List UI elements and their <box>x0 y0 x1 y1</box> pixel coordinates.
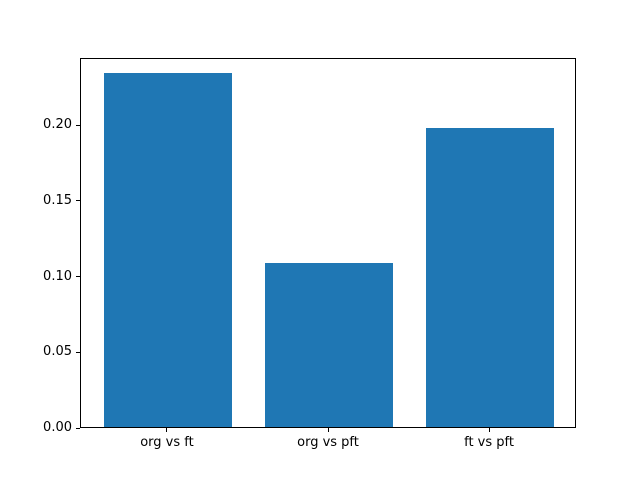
y-tick-label: 0.15 <box>43 192 72 208</box>
bar-ft-vs-pft <box>425 127 555 427</box>
bar-org-vs-pft <box>264 262 394 427</box>
x-tick-label: ft vs pft <box>464 435 514 450</box>
y-tick-mark <box>76 276 80 278</box>
x-tick-mark <box>488 428 490 432</box>
y-tick-mark <box>76 124 80 126</box>
y-tick-mark <box>76 351 80 353</box>
plot-area <box>80 58 576 428</box>
x-tick-label: org vs ft <box>140 435 194 450</box>
y-tick-mark <box>76 427 80 429</box>
x-tick-mark <box>166 428 168 432</box>
y-tick-mark <box>76 200 80 202</box>
y-tick-label: 0.20 <box>43 117 72 133</box>
y-tick-label: 0.10 <box>43 268 72 284</box>
x-tick-label: org vs pft <box>297 435 359 450</box>
x-tick-mark <box>327 428 329 432</box>
bar-org-vs-ft <box>103 73 233 427</box>
y-tick-label: 0.00 <box>43 420 72 435</box>
y-tick-label: 0.05 <box>43 344 72 360</box>
